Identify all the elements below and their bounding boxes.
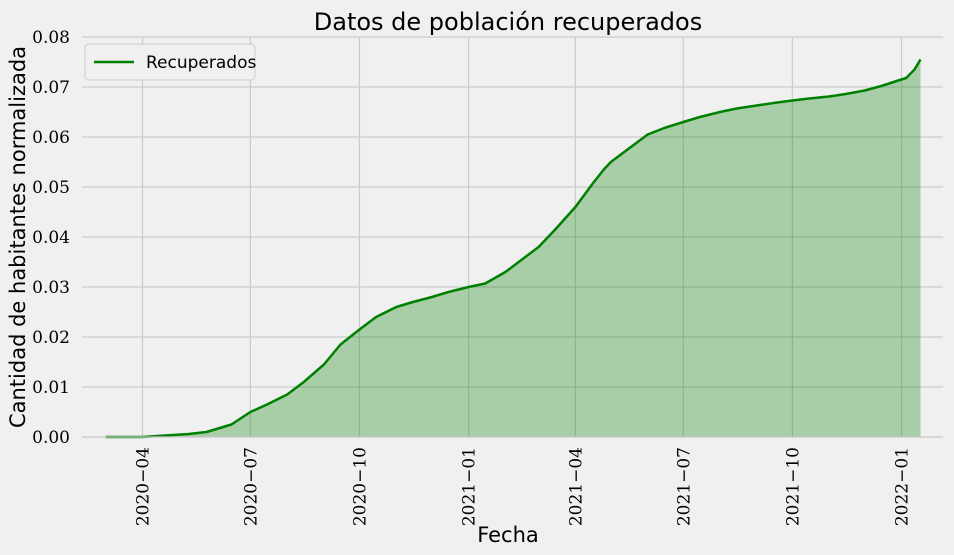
x-tick-label: 2020−10 (351, 447, 371, 526)
x-tick-label: 2020−07 (241, 447, 261, 526)
y-axis-label: Cantidad de habitantes normalizada (6, 46, 30, 428)
x-tick-label: 2020−04 (133, 447, 153, 526)
y-tick-label: 0.07 (32, 78, 70, 98)
grid (82, 36, 943, 438)
x-tick-label: 2022−01 (892, 447, 912, 526)
legend-box (84, 43, 256, 81)
x-tick-label: 2021−01 (460, 447, 480, 526)
recovered-line (105, 58, 922, 439)
y-tick-label: 0.03 (32, 278, 70, 298)
y-tick-label: 0.05 (32, 178, 70, 198)
y-tick-labels: 0.00 0.01 0.02 0.03 0.04 0.05 0.06 0.07 0.08 (32, 28, 70, 448)
y-tick-label: 0.01 (32, 378, 70, 398)
y-tick-label: 0.02 (32, 328, 70, 348)
chart-title: Datos de población recuperados (314, 8, 702, 36)
x-tick-labels: 2020−04 2020−07 2020−10 2021−01 2021−04 2021−… (133, 447, 912, 526)
x-tick-label: 2021−04 (566, 447, 586, 526)
legend: Recuperados (84, 43, 256, 81)
y-tick-label: 0.04 (32, 228, 70, 248)
recovered-area-fill (105, 59, 921, 437)
x-axis-label: Fecha (477, 523, 539, 547)
x-tick-label: 2021−07 (674, 447, 694, 526)
legend-label-recuperados: Recuperados (146, 53, 256, 73)
y-tick-label: 0.00 (32, 428, 70, 448)
x-tick-label: 2021−10 (783, 447, 803, 526)
y-tick-label: 0.08 (32, 28, 70, 48)
y-tick-label: 0.06 (32, 128, 70, 148)
